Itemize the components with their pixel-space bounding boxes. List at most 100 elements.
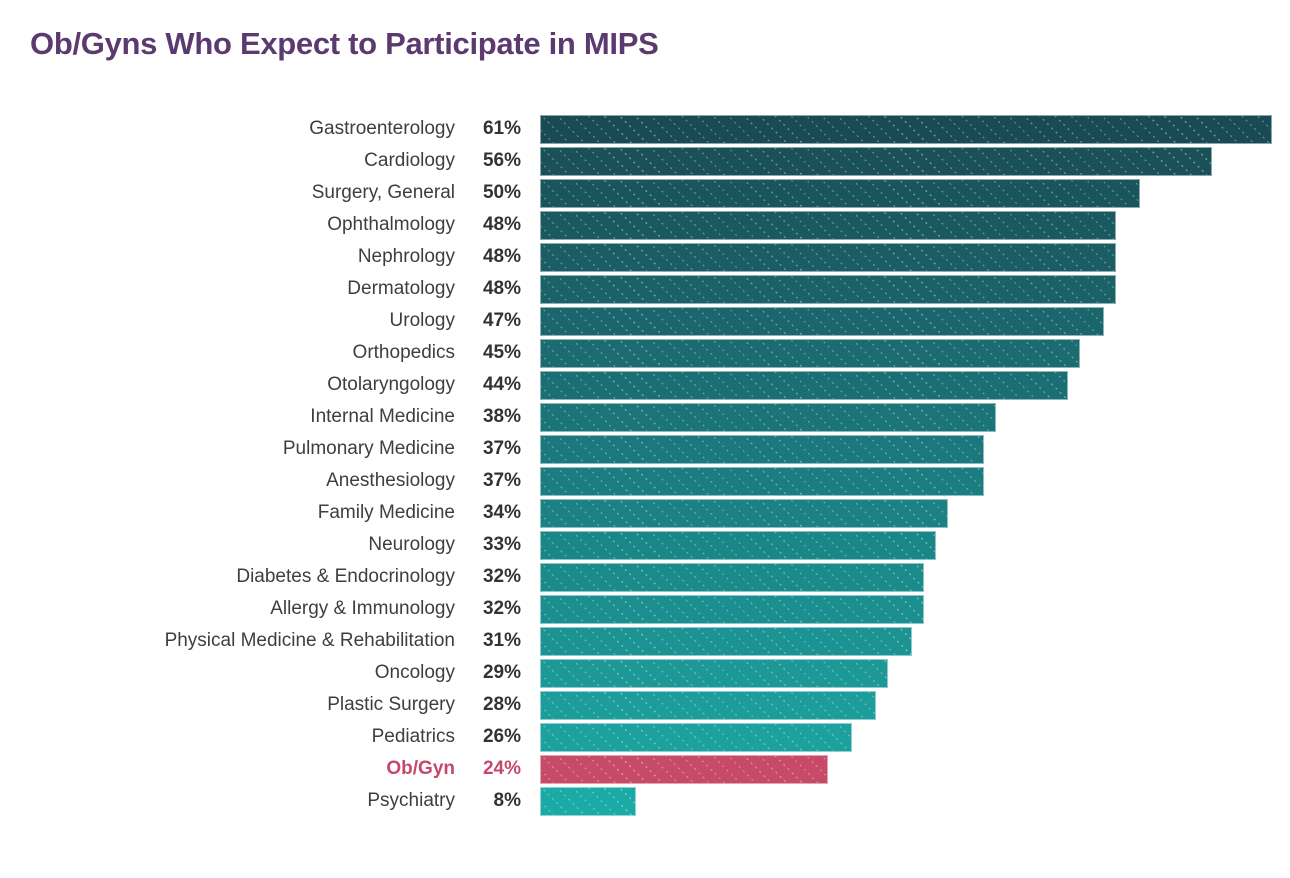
bar: [540, 274, 1116, 304]
bar: [540, 146, 1212, 176]
bar-row: Cardiology 56%: [0, 145, 1290, 177]
bar-row: Pediatrics 26%: [0, 721, 1290, 753]
category-label: Physical Medicine & Rehabilitation: [164, 630, 455, 651]
value-label: 48%: [482, 246, 521, 267]
value-label: 56%: [482, 150, 521, 171]
value-label: 44%: [482, 374, 521, 395]
value-label: 29%: [482, 662, 521, 683]
chart-title: Ob/Gyns Who Expect to Participate in MIP…: [30, 26, 659, 61]
bar-row: Otolaryngology 44%: [0, 369, 1290, 401]
value-label: 32%: [482, 566, 521, 587]
bar: [540, 786, 636, 816]
bar-row: Neurology 33%: [0, 529, 1290, 561]
value-label: 37%: [482, 438, 521, 459]
category-label: Otolaryngology: [327, 374, 455, 395]
category-label: Pulmonary Medicine: [282, 438, 455, 459]
category-label: Allergy & Immunology: [270, 598, 455, 619]
bar-track: [540, 146, 1285, 176]
value-label: 8%: [493, 790, 521, 811]
bar-row: Urology 47%: [0, 305, 1290, 337]
category-label: Plastic Surgery: [327, 694, 455, 715]
category-label: Neurology: [368, 534, 455, 555]
value-label: 48%: [482, 214, 521, 235]
bar-track: [540, 754, 1285, 784]
bar-row: Diabetes & Endocrinology 32%: [0, 561, 1290, 593]
value-label: 50%: [482, 182, 521, 203]
category-label: Ob/Gyn: [386, 758, 455, 779]
bar-row: Ob/Gyn 24%: [0, 753, 1290, 785]
value-label: 48%: [482, 278, 521, 299]
bar-track: [540, 466, 1285, 496]
bar-track: [540, 594, 1285, 624]
bar-row: Plastic Surgery 28%: [0, 689, 1290, 721]
bar-track: [540, 210, 1285, 240]
bar: [540, 658, 888, 688]
bar-track: [540, 530, 1285, 560]
bar-track: [540, 626, 1285, 656]
value-label: 26%: [482, 726, 521, 747]
category-label: Surgery, General: [311, 182, 455, 203]
bar: [540, 498, 948, 528]
bar-row: Ophthalmology 48%: [0, 209, 1290, 241]
bar-row: Nephrology 48%: [0, 241, 1290, 273]
bar-track: [540, 306, 1285, 336]
bar-track: [540, 178, 1285, 208]
bar: [540, 626, 912, 656]
bar: [540, 178, 1140, 208]
value-label: 32%: [482, 598, 521, 619]
bar-track: [540, 658, 1285, 688]
bar-track: [540, 434, 1285, 464]
value-label: 24%: [482, 758, 521, 779]
bar-track: [540, 242, 1285, 272]
bar-track: [540, 786, 1285, 816]
bar-row: Gastroenterology 61%: [0, 113, 1290, 145]
bar-track: [540, 498, 1285, 528]
category-label: Family Medicine: [317, 502, 455, 523]
value-label: 33%: [482, 534, 521, 555]
category-label: Oncology: [374, 662, 455, 683]
category-label: Urology: [389, 310, 455, 331]
category-label: Orthopedics: [352, 342, 455, 363]
bar-row: Oncology 29%: [0, 657, 1290, 689]
bar: [540, 338, 1080, 368]
category-label: Cardiology: [364, 150, 455, 171]
category-label: Pediatrics: [371, 726, 455, 747]
bar: [540, 242, 1116, 272]
bar-track: [540, 690, 1285, 720]
value-label: 61%: [482, 118, 521, 139]
bar: [540, 114, 1272, 144]
bar: [540, 370, 1068, 400]
bar-row: Physical Medicine & Rehabilitation 31%: [0, 625, 1290, 657]
bar-track: [540, 722, 1285, 752]
bar: [540, 594, 924, 624]
value-label: 45%: [482, 342, 521, 363]
bar: [540, 434, 984, 464]
bar: [540, 530, 936, 560]
bar: [540, 722, 852, 752]
bar-row: Pulmonary Medicine 37%: [0, 433, 1290, 465]
value-label: 47%: [482, 310, 521, 331]
value-label: 34%: [482, 502, 521, 523]
bar-track: [540, 274, 1285, 304]
bar-track: [540, 114, 1285, 144]
bar-row: Family Medicine 34%: [0, 497, 1290, 529]
value-label: 38%: [482, 406, 521, 427]
bar-row: Dermatology 48%: [0, 273, 1290, 305]
value-label: 28%: [482, 694, 521, 715]
category-label: Anesthesiology: [326, 470, 455, 491]
bar-chart: Gastroenterology 61% Cardiology 56% Surgery,…: [0, 113, 1290, 817]
category-label: Ophthalmology: [327, 214, 455, 235]
bar-row: Orthopedics 45%: [0, 337, 1290, 369]
bar-row: Allergy & Immunology 32%: [0, 593, 1290, 625]
bar: [540, 306, 1104, 336]
bar-row: Surgery, General 50%: [0, 177, 1290, 209]
category-label: Dermatology: [347, 278, 455, 299]
value-label: 37%: [482, 470, 521, 491]
bar: [540, 690, 876, 720]
bar-row: Internal Medicine 38%: [0, 401, 1290, 433]
bar: [540, 210, 1116, 240]
category-label: Psychiatry: [367, 790, 455, 811]
bar-row: Anesthesiology 37%: [0, 465, 1290, 497]
bar-track: [540, 338, 1285, 368]
